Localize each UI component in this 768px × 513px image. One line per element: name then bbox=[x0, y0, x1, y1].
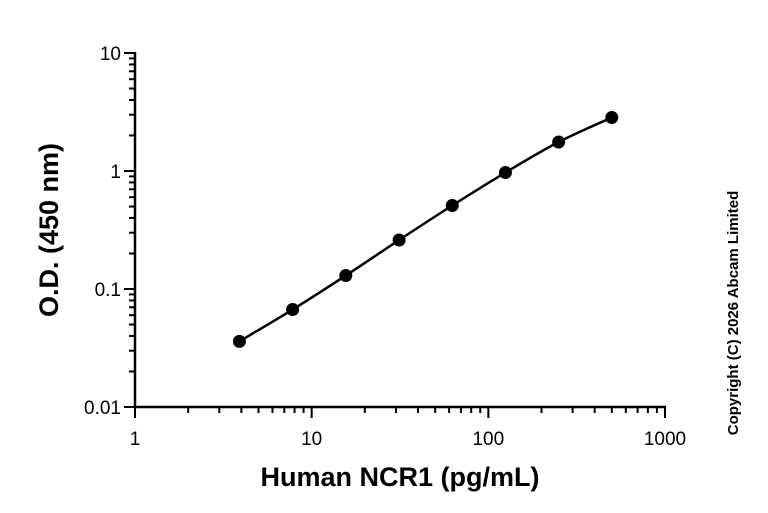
data-point bbox=[232, 334, 246, 348]
y-axis: 0.01 0.1 1 10 O.D. (450 nm) bbox=[34, 44, 137, 419]
x-axis: 1 10 100 1000 Human NCR1 (pg/mL) bbox=[130, 405, 686, 492]
y-tick-label: 10 bbox=[100, 44, 121, 65]
x-tick-label: 1 bbox=[130, 429, 141, 450]
y-axis-title: O.D. (450 nm) bbox=[34, 143, 64, 317]
y-tick-label: 0.1 bbox=[95, 280, 121, 301]
data-point bbox=[392, 233, 406, 247]
x-tick-label: 1000 bbox=[644, 429, 686, 450]
x-tick-label: 10 bbox=[301, 429, 322, 450]
y-ticks: 0.01 0.1 1 10 bbox=[84, 44, 135, 419]
data-point bbox=[498, 166, 512, 180]
data-point bbox=[445, 199, 459, 213]
data-point bbox=[552, 135, 566, 149]
data-point bbox=[286, 303, 300, 317]
y-tick-label: 0.01 bbox=[84, 398, 121, 419]
data-point bbox=[605, 111, 619, 125]
y-tick-label: 1 bbox=[110, 162, 121, 183]
data-point bbox=[339, 269, 353, 283]
x-axis-title: Human NCR1 (pg/mL) bbox=[261, 462, 540, 492]
copyright-notice: Copyright (C) 2026 Abcam Limited bbox=[725, 191, 742, 435]
x-ticks: 1 10 100 1000 bbox=[130, 407, 686, 450]
x-tick-label: 100 bbox=[472, 429, 504, 450]
plot-area bbox=[232, 111, 619, 348]
